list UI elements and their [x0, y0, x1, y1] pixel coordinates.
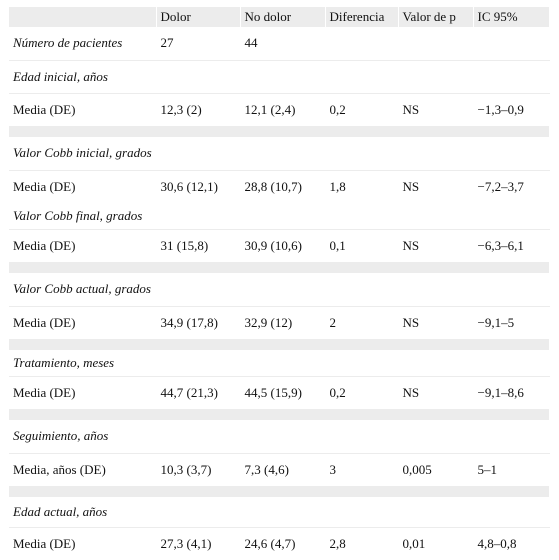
group-title-row: Edad actual, años — [9, 497, 550, 528]
group-title: Valor Cobb inicial, grados — [9, 137, 550, 171]
row-separator — [9, 126, 550, 137]
cell-valor-p: 0,01 — [398, 527, 474, 560]
cell-label: Media (DE) — [9, 93, 157, 126]
table-row: Media (DE) 27,3 (4,1) 24,6 (4,7) 2,8 0,01 4,8… — [9, 527, 550, 560]
cell-ic95: 4,8–0,8 — [473, 527, 550, 560]
group-title-row: Edad inicial, años — [9, 60, 550, 94]
header-cell-dolor: Dolor — [156, 7, 241, 27]
separator-cell — [9, 486, 550, 497]
cell-ic95: −6,3–6,1 — [473, 229, 550, 262]
cell-dolor: 12,3 (2) — [156, 93, 241, 126]
cell-diferencia: 2,8 — [325, 527, 399, 560]
table-row: Media, años (DE) 10,3 (3,7) 7,3 (4,6) 3 0,00… — [9, 453, 550, 486]
group-title: Tratamiento, meses — [9, 350, 550, 377]
header-cell-diferencia: Diferencia — [325, 7, 399, 27]
group-title: Edad inicial, años — [9, 60, 550, 94]
table-row: Media (DE) 31 (15,8) 30,9 (10,6) 0,1 NS −6,3–… — [9, 229, 550, 262]
table-row: Media (DE) 34,9 (17,8) 32,9 (12) 2 NS −9,1–5 — [9, 306, 550, 339]
patients-empty-cell — [325, 27, 399, 61]
cell-valor-p: NS — [398, 93, 474, 126]
cell-label: Media (DE) — [9, 170, 157, 203]
cell-valor-p: NS — [398, 306, 474, 339]
table-row: Media (DE) 12,3 (2) 12,1 (2,4) 0,2 NS −1,3–0,… — [9, 93, 550, 126]
separator-cell — [9, 126, 550, 137]
patients-row: Número de pacientes 27 44 — [9, 27, 550, 61]
row-separator — [9, 339, 550, 350]
cell-ic95: −9,1–5 — [473, 306, 550, 339]
cell-dolor: 27,3 (4,1) — [156, 527, 241, 560]
separator-cell — [9, 262, 550, 273]
cell-no-dolor: 12,1 (2,4) — [240, 93, 326, 126]
group-title-row: Valor Cobb final, grados — [9, 203, 550, 230]
cell-no-dolor: 32,9 (12) — [240, 306, 326, 339]
cell-valor-p: NS — [398, 376, 474, 409]
cell-diferencia: 0,2 — [325, 376, 399, 409]
cell-no-dolor: 30,9 (10,6) — [240, 229, 326, 262]
cell-no-dolor: 44,5 (15,9) — [240, 376, 326, 409]
cell-no-dolor: 24,6 (4,7) — [240, 527, 326, 560]
table-row: Media (DE) 30,6 (12,1) 28,8 (10,7) 1,8 NS −7,… — [9, 170, 550, 203]
cell-dolor: 44,7 (21,3) — [156, 376, 241, 409]
header-cell-no-dolor: No dolor — [240, 7, 326, 27]
header-cell-valor-p: Valor de p — [398, 7, 474, 27]
cell-dolor: 31 (15,8) — [156, 229, 241, 262]
cell-no-dolor: 28,8 (10,7) — [240, 170, 326, 203]
header-row: Dolor No dolor Diferencia Valor de p IC … — [9, 7, 550, 27]
separator-cell — [9, 339, 550, 350]
cell-ic95: −7,2–3,7 — [473, 170, 550, 203]
cell-label: Media (DE) — [9, 306, 157, 339]
group-title-row: Seguimiento, años — [9, 420, 550, 454]
cell-ic95: 5–1 — [473, 453, 550, 486]
group-title: Edad actual, años — [9, 497, 550, 528]
cell-diferencia: 3 — [325, 453, 399, 486]
patients-no-dolor: 44 — [240, 27, 326, 61]
cell-valor-p: 0,005 — [398, 453, 474, 486]
patients-label: Número de pacientes — [9, 27, 157, 61]
group-title-row: Valor Cobb actual, grados — [9, 273, 550, 307]
cell-diferencia: 0,1 — [325, 229, 399, 262]
cell-no-dolor: 7,3 (4,6) — [240, 453, 326, 486]
cell-label: Media, años (DE) — [9, 453, 157, 486]
header-cell-empty — [9, 7, 157, 27]
header-cell-ic95: IC 95% — [473, 7, 550, 27]
cell-dolor: 10,3 (3,7) — [156, 453, 241, 486]
table-row: Media (DE) 44,7 (21,3) 44,5 (15,9) 0,2 NS −9,… — [9, 376, 550, 409]
cell-label: Media (DE) — [9, 527, 157, 560]
cell-label: Media (DE) — [9, 229, 157, 262]
cell-diferencia: 0,2 — [325, 93, 399, 126]
patients-empty-cell — [398, 27, 474, 61]
group-title: Seguimiento, años — [9, 420, 550, 454]
separator-cell — [9, 409, 550, 420]
patients-dolor: 27 — [156, 27, 241, 61]
group-title-row: Valor Cobb inicial, grados — [9, 137, 550, 171]
patients-empty-cell — [473, 27, 550, 61]
group-title: Valor Cobb final, grados — [9, 203, 550, 230]
cell-label: Media (DE) — [9, 376, 157, 409]
row-separator — [9, 409, 550, 420]
cell-diferencia: 1,8 — [325, 170, 399, 203]
cell-dolor: 34,9 (17,8) — [156, 306, 241, 339]
cell-valor-p: NS — [398, 170, 474, 203]
group-title: Valor Cobb actual, grados — [9, 273, 550, 307]
cell-dolor: 30,6 (12,1) — [156, 170, 241, 203]
row-separator — [9, 486, 550, 497]
row-separator — [9, 262, 550, 273]
group-title-row: Tratamiento, meses — [9, 350, 550, 377]
cell-valor-p: NS — [398, 229, 474, 262]
cell-ic95: −1,3–0,9 — [473, 93, 550, 126]
cell-diferencia: 2 — [325, 306, 399, 339]
cell-ic95: −9,1–8,6 — [473, 376, 550, 409]
data-table: Dolor No dolor Diferencia Valor de p IC … — [9, 7, 550, 560]
